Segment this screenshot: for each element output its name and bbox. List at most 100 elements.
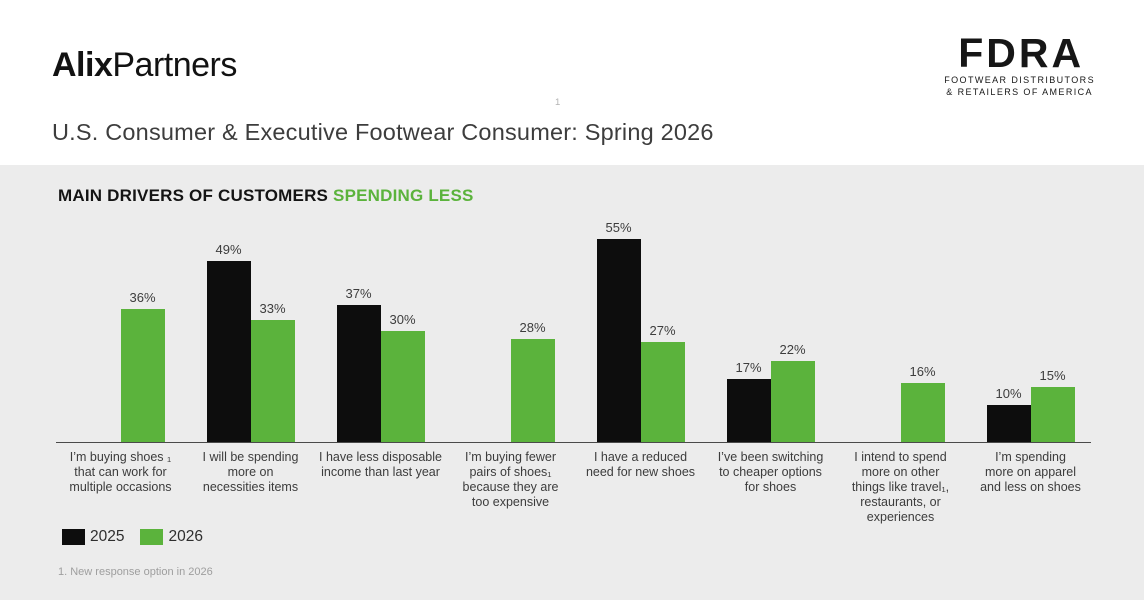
chart-heading-accent: SPENDING LESS [333, 186, 474, 205]
footnote: 1. New response option in 2026 [58, 566, 213, 578]
category-label-line: I’m buying fewer [464, 450, 556, 464]
bar-2025 [336, 305, 381, 442]
bar-slot-2026: 33% [250, 301, 295, 442]
category-label-line: multiple occasions [69, 480, 172, 494]
bar-value-label: 10% [995, 386, 1022, 401]
category-label-line: I’m buying shoes ₁ [69, 450, 172, 464]
alixpartners-logo: AlixPartners [52, 46, 237, 85]
category-label-line: and less on shoes [980, 480, 1081, 494]
alixpartners-logo-bold: Alix [52, 46, 113, 84]
bar-group: 10% 15% [965, 197, 1096, 442]
category-label-line: I will be spending [202, 450, 299, 464]
category-label: I’m buying shoes ₁ that can work for multi… [41, 450, 201, 495]
bar-slot-2026: 16% [900, 364, 945, 442]
fdra-logo-acronym: FDRA [958, 30, 1085, 76]
bar-value-label: 22% [779, 342, 806, 357]
category-label-line: more on apparel [984, 465, 1077, 479]
bar-value-label: 37% [345, 286, 372, 301]
category-label: I’ve been switching to cheaper options for… [691, 450, 851, 495]
bar-slot-2025: 10% [986, 386, 1031, 442]
bar-2025 [596, 239, 641, 442]
category-label: I have less disposable income than last y… [301, 450, 461, 480]
legend-label-2025: 2025 [90, 528, 125, 545]
bar-value-label: 30% [389, 312, 416, 327]
category-label-line: things like travel₁, [851, 480, 950, 494]
category-label: I intend to spend more on other things lik… [821, 450, 981, 525]
bar-2026 [250, 320, 295, 442]
x-axis-line [56, 442, 1091, 443]
bar-2026 [640, 342, 685, 442]
category-label-line: because they are [462, 480, 559, 494]
bar-slot-2025: 55% [596, 220, 641, 442]
bar-group: 28% [445, 197, 576, 442]
alixpartners-logo-regular: Partners [112, 46, 237, 84]
bar-slot-2026: 30% [380, 312, 425, 442]
bar-slot-2026: 28% [510, 320, 555, 442]
bar-2026 [770, 361, 815, 442]
bar-2026 [120, 309, 165, 442]
category-label-line: income than last year [321, 465, 440, 479]
bar-value-label: 36% [129, 290, 156, 305]
category-label-line: restaurants, or [860, 495, 941, 509]
category-label-line: I have a reduced [593, 450, 688, 464]
category-label: I’m spending more on apparel and less on s… [951, 450, 1111, 495]
bar-slot-2026: 22% [770, 342, 815, 442]
chart-panel: MAIN DRIVERS OF CUSTOMERS SPENDING LESS … [0, 165, 1144, 600]
bar-slot-2025: 37% [336, 286, 381, 442]
bar-value-label: 49% [215, 242, 242, 257]
bar-slot-2025: 49% [206, 242, 251, 442]
title-superscript: 1 [555, 97, 561, 108]
bar-value-label: 55% [605, 220, 632, 235]
bar-slot-2026: 15% [1030, 368, 1075, 442]
bar-2025 [986, 405, 1031, 442]
page-title: U.S. Consumer & Executive Footwear Consu… [52, 119, 714, 145]
chart-legend: 2025 2026 [62, 528, 214, 546]
bar-slot-2026: 27% [640, 323, 685, 442]
bar-group: 17% 22% [705, 197, 836, 442]
category-label-line: I’m spending [995, 450, 1066, 464]
bar-chart: 36% I’m buying shoes ₁ that can work for mu… [0, 165, 1144, 524]
category-label-line: I have less disposable [319, 450, 442, 464]
bar-value-label: 27% [649, 323, 676, 338]
bar-group: 37% 30% [315, 197, 446, 442]
bar-slot-2026: 36% [120, 290, 165, 442]
chart-heading: MAIN DRIVERS OF CUSTOMERS SPENDING LESS [58, 186, 474, 206]
category-label: I have a reduced need for new shoes [561, 450, 721, 480]
bar-value-label: 17% [735, 360, 762, 375]
fdra-logo: FDRA FOOTWEAR DISTRIBUTORS & RETAILERS O… [944, 33, 1095, 97]
category-label-line: that can work for [74, 465, 167, 479]
bar-2026 [1030, 387, 1075, 442]
bar-group: 55% 27% [575, 197, 706, 442]
bar-value-label: 16% [909, 364, 936, 379]
category-label-line: for shoes [744, 480, 797, 494]
bar-value-label: 28% [519, 320, 546, 335]
fdra-logo-line2: & RETAILERS OF AMERICA [946, 86, 1093, 97]
bar-slot-2025: 17% [726, 360, 771, 442]
bar-2026 [510, 339, 555, 442]
category-label-line: more on [227, 465, 274, 479]
legend-swatch-2025 [62, 529, 85, 545]
category-label-line: necessities items [202, 480, 299, 494]
category-label-line: too expensive [471, 495, 550, 509]
category-label: I’m buying fewer pairs of shoes₁ because t… [431, 450, 591, 510]
category-label: I will be spending more on necessities ite… [171, 450, 331, 495]
bar-2025 [726, 379, 771, 442]
category-label-line: I intend to spend [854, 450, 947, 464]
bar-value-label: 33% [259, 301, 286, 316]
bar-group: 16% [835, 197, 966, 442]
category-label-line: more on other [861, 465, 940, 479]
category-label-line: I’ve been switching [717, 450, 824, 464]
category-label-line: to cheaper options [719, 465, 822, 479]
bar-2026 [900, 383, 945, 442]
bar-group: 36% [55, 197, 186, 442]
category-label-line: need for new shoes [585, 465, 696, 479]
bar-2026 [380, 331, 425, 442]
category-label-line: experiences [866, 510, 935, 524]
bar-2025 [206, 261, 251, 442]
fdra-logo-line1: FOOTWEAR DISTRIBUTORS [944, 75, 1095, 85]
category-label-line: pairs of shoes₁ [469, 465, 552, 479]
legend-swatch-2026 [140, 529, 164, 545]
chart-heading-main: MAIN DRIVERS OF CUSTOMERS [58, 186, 329, 205]
legend-label-2026: 2026 [168, 528, 203, 545]
